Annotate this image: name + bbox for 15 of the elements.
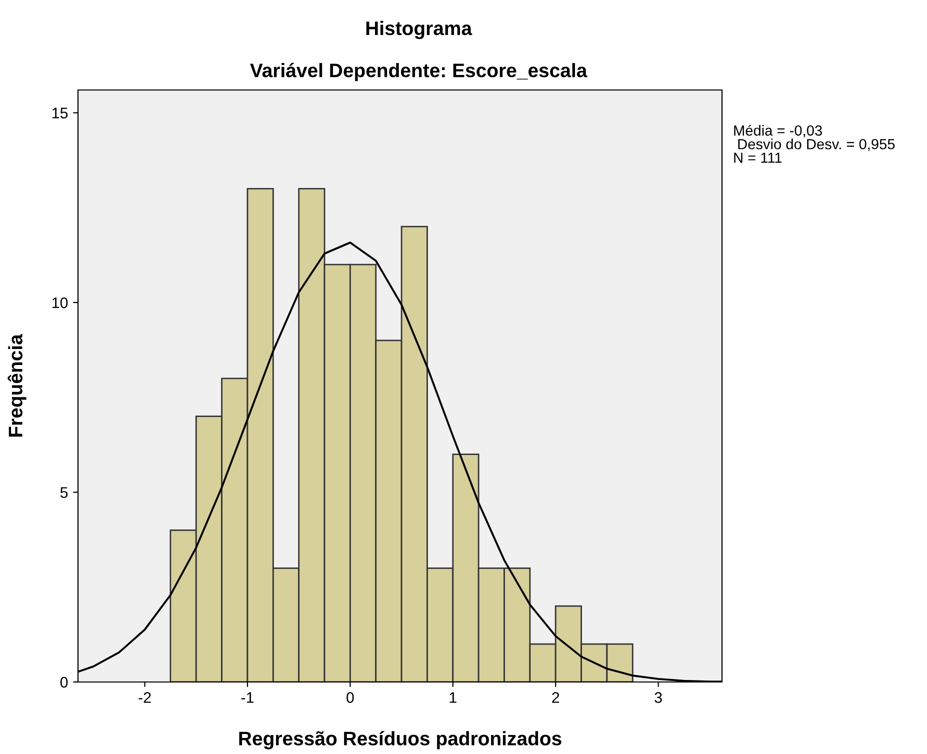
x-tick-label: 3 (654, 692, 662, 703)
y-tick-label: 10 (52, 297, 68, 308)
x-tick-label: 0 (346, 692, 354, 703)
x-tick-label: -1 (241, 692, 254, 703)
y-tick-label: 5 (60, 487, 68, 498)
x-axis-title: Regressão Resíduos padronizados (239, 730, 562, 750)
text: Média = -0,03 Desvio do Desv. = 0,955 N = 111 (734, 124, 895, 163)
chart-title: Histograma (366, 20, 472, 40)
x-tick-label: 1 (450, 692, 456, 703)
chart-subtitle: Variável Dependente: Escore_escala (250, 62, 588, 82)
y-tick-label: 0 (60, 676, 68, 688)
y-tick-label: 15 (52, 108, 68, 118)
x-tick-label: 2 (552, 692, 560, 703)
y-axis-title: Frequência (8, 334, 26, 437)
x-tick-label: -2 (138, 692, 151, 703)
